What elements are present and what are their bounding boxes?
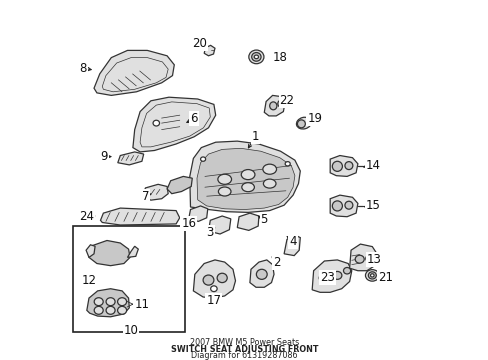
Polygon shape: [127, 246, 138, 257]
Text: 10: 10: [123, 324, 138, 337]
Ellipse shape: [94, 306, 103, 314]
Polygon shape: [208, 216, 230, 234]
Ellipse shape: [248, 50, 264, 64]
Ellipse shape: [217, 273, 227, 283]
Bar: [73, 226, 185, 332]
Polygon shape: [89, 240, 130, 266]
Text: 11: 11: [134, 298, 149, 311]
Polygon shape: [87, 289, 129, 317]
Ellipse shape: [354, 255, 364, 263]
Ellipse shape: [117, 306, 126, 314]
Ellipse shape: [344, 201, 352, 209]
Ellipse shape: [117, 298, 126, 306]
Ellipse shape: [332, 161, 342, 171]
Polygon shape: [193, 260, 235, 298]
Text: Diagram for 61319287086: Diagram for 61319287086: [191, 351, 297, 360]
Text: 17: 17: [206, 294, 221, 307]
Ellipse shape: [367, 272, 375, 279]
Ellipse shape: [203, 275, 213, 285]
Text: 3: 3: [206, 226, 214, 239]
Ellipse shape: [210, 286, 217, 292]
Ellipse shape: [241, 183, 254, 192]
Ellipse shape: [106, 306, 115, 314]
Ellipse shape: [200, 157, 205, 161]
Polygon shape: [204, 45, 215, 56]
Ellipse shape: [332, 271, 341, 279]
Polygon shape: [311, 260, 351, 292]
Text: 15: 15: [365, 199, 380, 212]
Ellipse shape: [263, 179, 275, 188]
Ellipse shape: [263, 164, 276, 174]
Polygon shape: [329, 195, 357, 217]
Text: 21: 21: [377, 271, 392, 284]
Polygon shape: [167, 176, 192, 194]
Polygon shape: [101, 208, 179, 225]
Polygon shape: [140, 102, 210, 147]
Ellipse shape: [218, 174, 231, 184]
Polygon shape: [189, 141, 300, 212]
Polygon shape: [249, 260, 273, 287]
Text: 2007 BMW M5 Power Seats: 2007 BMW M5 Power Seats: [189, 338, 299, 347]
Ellipse shape: [370, 274, 373, 277]
Text: 23: 23: [319, 271, 334, 284]
Polygon shape: [94, 50, 174, 95]
Polygon shape: [133, 97, 215, 152]
Ellipse shape: [344, 162, 352, 170]
Polygon shape: [86, 245, 95, 257]
Ellipse shape: [256, 269, 266, 279]
Polygon shape: [188, 206, 207, 221]
Text: 4: 4: [289, 235, 296, 248]
Ellipse shape: [241, 170, 254, 180]
Ellipse shape: [319, 274, 327, 282]
Polygon shape: [237, 213, 258, 230]
Text: 8: 8: [80, 62, 87, 75]
Text: 22: 22: [279, 94, 294, 107]
Ellipse shape: [218, 187, 230, 196]
Text: 7: 7: [142, 190, 149, 203]
Ellipse shape: [269, 102, 276, 110]
Ellipse shape: [297, 120, 305, 128]
Polygon shape: [102, 58, 168, 92]
Text: 9: 9: [100, 150, 108, 163]
Text: 6: 6: [190, 112, 198, 125]
Polygon shape: [284, 235, 300, 256]
Ellipse shape: [365, 270, 378, 281]
Text: 19: 19: [306, 112, 322, 125]
Text: 1: 1: [251, 130, 259, 143]
Ellipse shape: [153, 120, 159, 126]
Polygon shape: [118, 152, 143, 165]
Text: SWITCH SEAT ADJUSTING FRONT: SWITCH SEAT ADJUSTING FRONT: [170, 345, 318, 354]
Ellipse shape: [277, 100, 283, 107]
Ellipse shape: [343, 267, 350, 274]
Ellipse shape: [332, 201, 342, 211]
Ellipse shape: [296, 117, 311, 129]
Polygon shape: [349, 244, 376, 271]
Text: 13: 13: [366, 253, 381, 266]
Ellipse shape: [94, 298, 103, 306]
Text: 14: 14: [365, 159, 380, 172]
Ellipse shape: [251, 53, 261, 61]
Text: 24: 24: [79, 210, 94, 222]
Ellipse shape: [365, 255, 373, 262]
Polygon shape: [197, 148, 294, 210]
Polygon shape: [329, 156, 357, 176]
Text: 12: 12: [81, 274, 96, 287]
Text: 5: 5: [260, 213, 267, 226]
Polygon shape: [142, 184, 168, 200]
Ellipse shape: [285, 162, 289, 166]
Text: 18: 18: [272, 51, 287, 64]
Polygon shape: [264, 95, 284, 116]
Ellipse shape: [254, 55, 258, 59]
Text: 20: 20: [192, 37, 206, 50]
Text: 16: 16: [181, 217, 196, 230]
Text: 2: 2: [273, 256, 280, 269]
Ellipse shape: [106, 298, 115, 306]
